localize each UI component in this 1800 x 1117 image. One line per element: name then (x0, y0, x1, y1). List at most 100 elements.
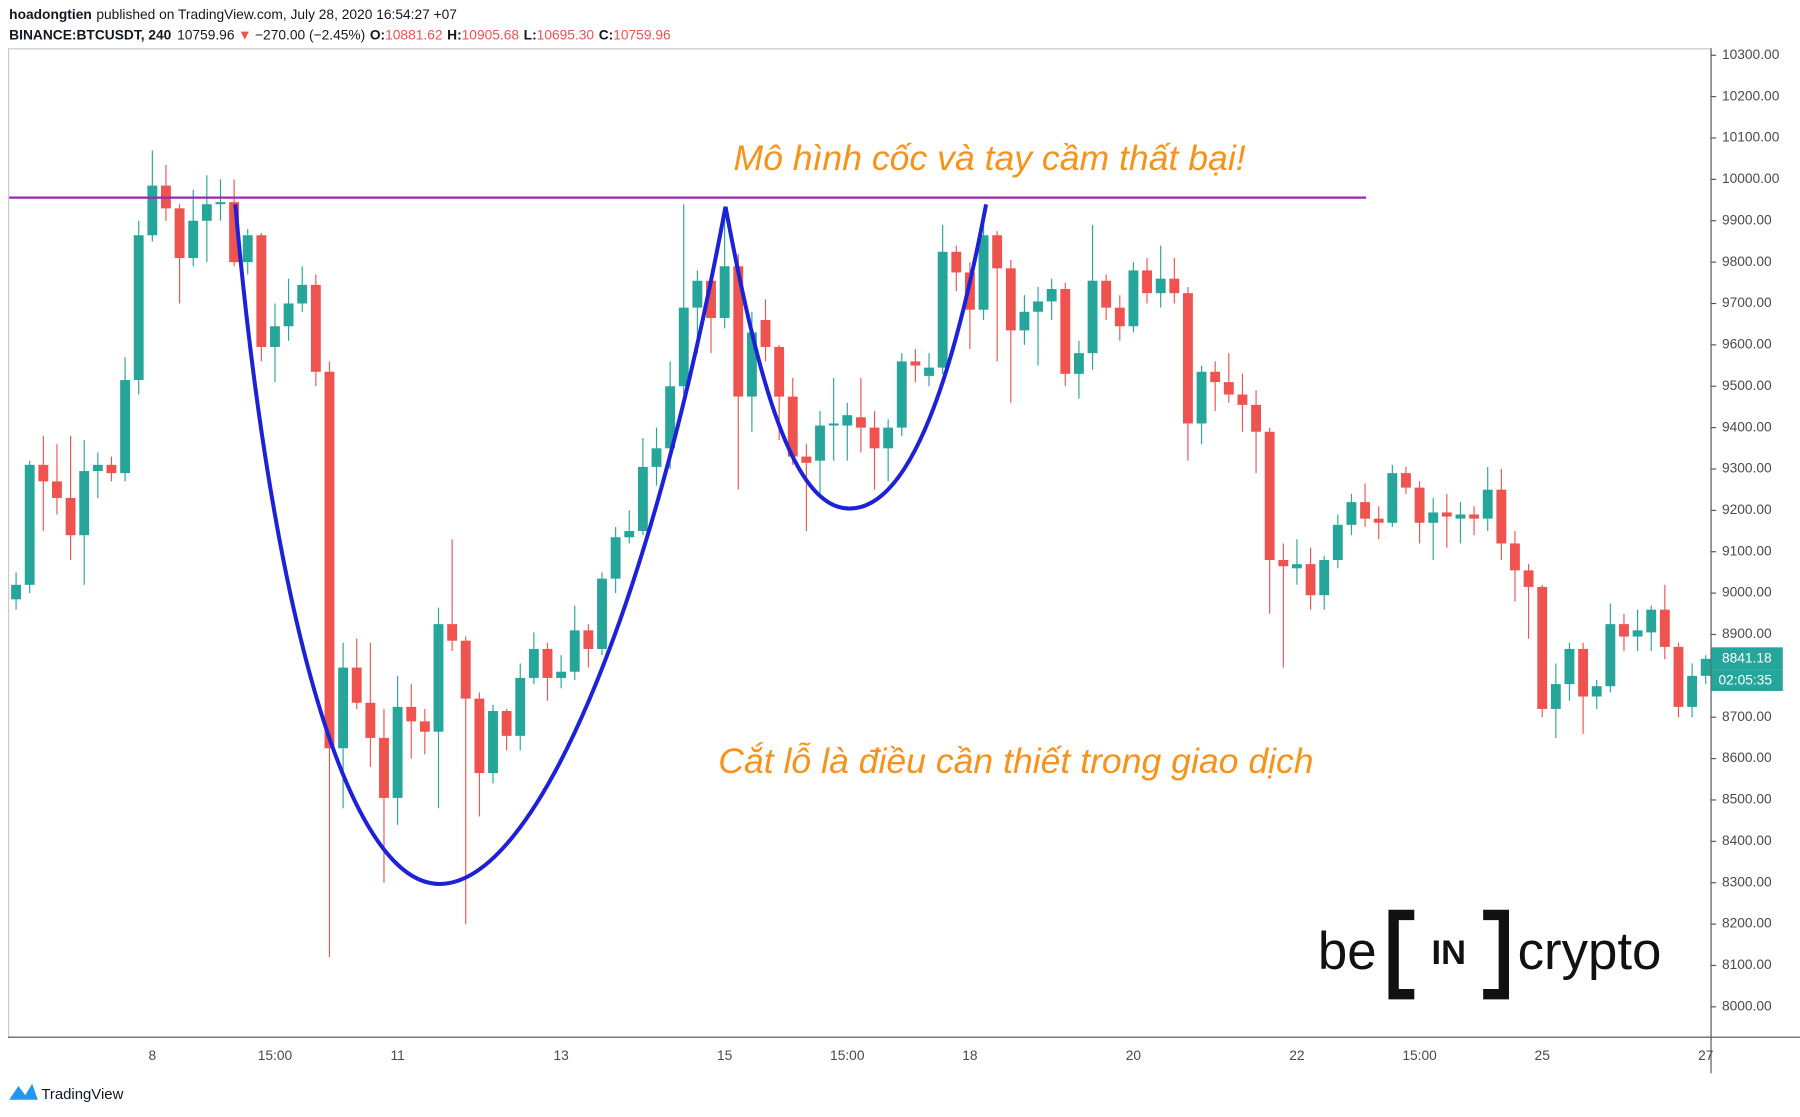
candle-body (1659, 609, 1670, 647)
candle-body (1441, 512, 1452, 517)
candle-body (392, 706, 403, 798)
candle-body (569, 630, 580, 672)
candle-body (256, 235, 267, 347)
candle-body (106, 464, 117, 474)
candle-body (324, 371, 335, 749)
y-tick-label: 10200.00 (1722, 88, 1780, 103)
candle-body (1182, 293, 1193, 424)
candle-body (174, 208, 185, 258)
candle-body (283, 303, 294, 327)
candle-body (351, 667, 362, 703)
candle-body (706, 280, 716, 318)
y-tick-label: 9500.00 (1722, 378, 1772, 393)
candle-body (120, 380, 131, 474)
candle-body (869, 427, 880, 449)
candle-body (92, 464, 103, 472)
candle-body (801, 456, 812, 463)
y-tick-label: 9800.00 (1722, 254, 1772, 269)
handle-curve (723, 203, 989, 511)
y-tick-label: 9300.00 (1722, 461, 1772, 476)
candle-body (815, 425, 825, 461)
x-tick-label: 15 (717, 1048, 733, 1063)
last-price-label: 8841.18 (1722, 650, 1772, 665)
candle-body (1510, 543, 1520, 571)
publish-line: hoadongtien published on TradingView.com,… (9, 7, 457, 22)
x-tick-label: 20 (1126, 1048, 1142, 1063)
candle-body (1469, 514, 1480, 519)
candle-body (1591, 686, 1602, 697)
candle-body (733, 266, 744, 397)
candle-body (501, 711, 512, 736)
candle-body (1523, 570, 1534, 587)
candle-body (978, 235, 989, 310)
candle-body (242, 235, 253, 263)
x-tick-label: 25 (1535, 1048, 1551, 1063)
c-value: 10759.96 (613, 27, 671, 42)
candle-body (1373, 518, 1384, 523)
y-tick-label: 10300.00 (1722, 47, 1780, 62)
candle-body (297, 284, 308, 304)
candle-body (1428, 512, 1439, 523)
candle-body (310, 284, 321, 372)
x-tick-label: 15:00 (1402, 1048, 1437, 1063)
l-label: L: (524, 27, 537, 42)
candle-body (937, 251, 948, 368)
candle-body (38, 464, 49, 482)
candle-body (678, 307, 689, 387)
candle-body (1101, 280, 1112, 308)
candle-body (1196, 371, 1207, 424)
y-tick-label: 8900.00 (1722, 626, 1772, 641)
y-tick-label: 9700.00 (1722, 295, 1772, 310)
candle-body (746, 332, 757, 397)
candle-body (583, 630, 594, 649)
candle-body (188, 220, 199, 258)
author: hoadongtien (9, 7, 92, 22)
candle-body (556, 671, 567, 678)
candle-body (215, 202, 226, 205)
y-tick-label: 8700.00 (1722, 709, 1772, 724)
annotation: Mô hình cốc và tay cầm thất bại! (733, 138, 1245, 178)
candle-body (1155, 278, 1166, 294)
candle-body (1033, 301, 1043, 312)
candle-body (1237, 394, 1248, 405)
l-value: 10695.30 (537, 27, 595, 42)
candle-body (924, 367, 934, 376)
candle-body (719, 266, 730, 318)
candle-body (637, 466, 648, 532)
countdown-tag (1711, 669, 1783, 691)
candle-body (992, 235, 1003, 269)
x-tick-label: 13 (553, 1048, 569, 1063)
candle-body (528, 648, 539, 678)
candle-body (1360, 502, 1371, 519)
candle-body (338, 667, 349, 749)
candles (11, 150, 1711, 958)
candle-body (842, 415, 853, 426)
last: 10759.96 (177, 27, 235, 42)
symbol: BINANCE:BTCUSDT, 240 (9, 27, 171, 42)
h-label: H: (447, 27, 462, 42)
candle-body (406, 706, 417, 722)
candle-body (1073, 353, 1084, 374)
candle-body (1046, 289, 1057, 302)
candle-body (1142, 270, 1152, 294)
y-tick-label: 9900.00 (1722, 212, 1772, 227)
candle-body (1550, 684, 1561, 709)
candle-body (1005, 268, 1016, 331)
candle-body (1292, 564, 1302, 569)
candle-body (1114, 307, 1125, 327)
candle-body (1128, 270, 1139, 327)
x-tick-label: 11 (390, 1048, 404, 1063)
logo-bracket (1483, 909, 1509, 1000)
candle-body (855, 417, 866, 428)
candle-body (474, 698, 485, 774)
y-tick-label: 8100.00 (1722, 957, 1772, 972)
candle-body (1346, 502, 1357, 525)
candle-body (610, 537, 621, 579)
logo-middle: IN (1432, 934, 1466, 972)
arrow: ▼ (238, 27, 252, 42)
logo-right: crypto (1518, 922, 1662, 981)
candle-body (201, 204, 212, 221)
y-tick-label: 8300.00 (1722, 874, 1772, 889)
candle-body (1537, 586, 1548, 709)
